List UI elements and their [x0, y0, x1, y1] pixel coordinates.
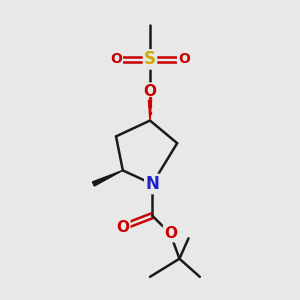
Text: O: O [143, 84, 157, 99]
Text: O: O [116, 220, 129, 235]
Text: O: O [110, 52, 122, 66]
Text: O: O [178, 52, 190, 66]
Polygon shape [92, 170, 123, 186]
Text: N: N [145, 175, 159, 193]
Text: S: S [144, 50, 156, 68]
Text: O: O [164, 226, 177, 241]
Polygon shape [148, 91, 152, 121]
